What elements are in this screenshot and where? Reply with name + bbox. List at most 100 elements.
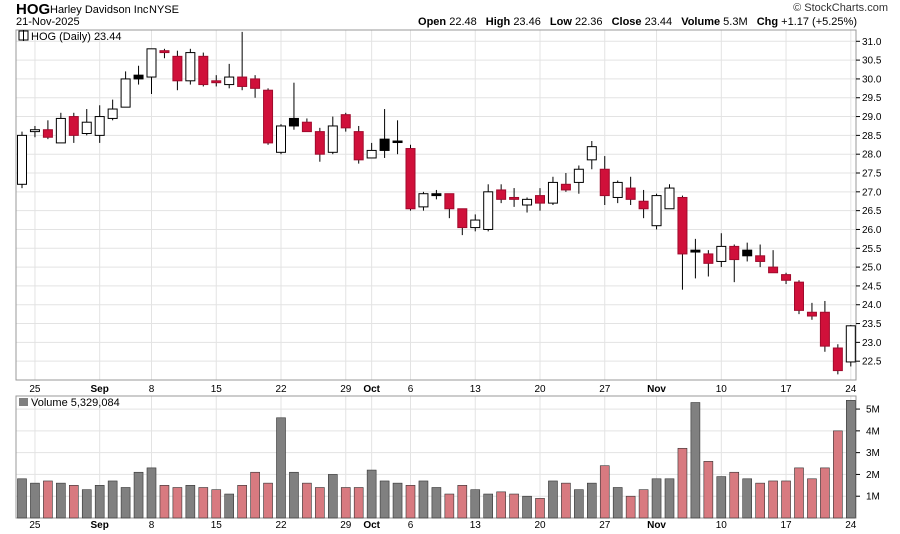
candle-body (781, 274, 792, 281)
candle-body (716, 245, 727, 262)
candle (353, 125, 364, 164)
volume-bar (107, 480, 118, 519)
volume-bar (742, 478, 753, 519)
candle (211, 75, 222, 87)
candle (509, 188, 520, 207)
date-tick-label: 29 (340, 520, 352, 531)
candle (81, 109, 92, 136)
candle (522, 197, 533, 213)
candle-body (755, 255, 766, 262)
close-value: 23.44 (644, 16, 673, 28)
date-tick-label: 10 (716, 520, 728, 531)
volume-value: 5.3M (723, 16, 748, 28)
volume-bar (237, 485, 247, 519)
date-tick-label: 27 (599, 520, 611, 531)
candle-body (353, 131, 364, 161)
price-legend-label: HOG (Daily) 23.44 (31, 31, 121, 43)
stockcharts-watermark: © StockCharts.com (793, 2, 888, 14)
volume-bar (69, 485, 79, 519)
date-tick-label: 6 (408, 384, 414, 395)
candle-body (664, 187, 675, 210)
volume-bar (30, 482, 40, 519)
close-label: Close (611, 16, 642, 28)
candle (120, 71, 131, 108)
date-tick-label: 8 (149, 384, 155, 395)
candle-body (638, 200, 649, 210)
candle (547, 176, 558, 205)
candle (405, 144, 416, 211)
volume-bar (444, 493, 455, 519)
volume-bar (159, 485, 170, 519)
candle-body (146, 48, 157, 78)
date-tick-label: 20 (534, 520, 546, 531)
price-tick-label: 25.0 (862, 263, 882, 274)
candle (768, 250, 779, 274)
volume-bar (289, 471, 299, 519)
candle (107, 99, 118, 121)
volume-bar (340, 487, 351, 519)
price-tick-label: 25.5 (862, 244, 882, 255)
candle-body (535, 195, 545, 204)
candle-body (794, 281, 804, 311)
candle (237, 31, 248, 91)
candle (29, 125, 40, 138)
date-tick-label: Nov (647, 520, 666, 531)
volume-bar (198, 487, 209, 519)
candle-body (742, 249, 753, 257)
volume-bar (638, 489, 649, 519)
candle-body (547, 181, 558, 204)
candle (457, 208, 468, 236)
date-tick-label: 25 (29, 384, 41, 395)
volume-legend: Volume 5,329,084 (19, 397, 120, 409)
candle-body (133, 74, 144, 80)
volume-bar (43, 480, 53, 519)
date-tick-label: 8 (149, 520, 155, 531)
volume-bar (509, 493, 519, 519)
candle (599, 156, 610, 205)
date-tick-label: 29 (340, 384, 352, 395)
candle (379, 109, 390, 158)
candle-body (120, 78, 131, 108)
volume-bar (366, 469, 377, 519)
candle-body (470, 219, 481, 229)
price-legend: HOG (Daily) 23.44 (18, 30, 121, 43)
volume-bar (496, 491, 506, 519)
candle-body (599, 168, 610, 197)
candle-body (159, 50, 170, 54)
volume-bar (522, 495, 532, 519)
date-tick-label: 10 (716, 384, 728, 395)
volume-bar (302, 482, 312, 519)
candle (340, 112, 351, 132)
price-tick-label: 26.5 (862, 206, 882, 217)
candle (483, 184, 494, 232)
candle (159, 48, 170, 59)
candle-body (457, 208, 468, 229)
candle-body (250, 78, 261, 89)
date-axis: 25 25 Sep Sep 8 8 15 15 22 22 29 29 Oct Oct 6 6 13 13 20 20… (29, 384, 856, 531)
candle-body (276, 125, 286, 153)
date-tick-label: Sep (91, 520, 109, 531)
volume-legend-swatch (19, 398, 28, 406)
chart-date: 21-Nov-2025 (16, 16, 80, 28)
candle (146, 48, 157, 94)
candle (845, 325, 856, 367)
candle-body (55, 117, 66, 144)
candle-body (431, 193, 442, 197)
candle-body (198, 55, 209, 86)
candle-body (288, 117, 299, 127)
volume-bar (845, 400, 856, 519)
volume-bar (327, 474, 338, 519)
candle (573, 165, 584, 194)
date-tick-label: 22 (275, 520, 287, 531)
volume-bar (94, 485, 105, 519)
candle-body (509, 196, 520, 200)
candle-body (327, 125, 338, 153)
candle (781, 272, 792, 285)
candle (560, 173, 571, 192)
candle-body (677, 196, 688, 255)
candle (392, 120, 403, 155)
candle-body (263, 89, 274, 144)
candle (133, 65, 144, 85)
candle (444, 193, 455, 219)
date-tick-label: 15 (211, 384, 223, 395)
